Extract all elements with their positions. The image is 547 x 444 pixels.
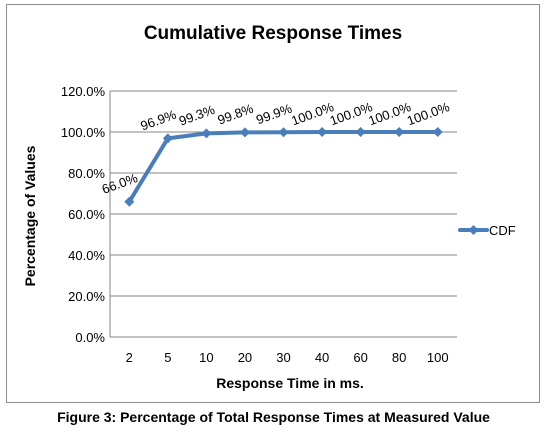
x-tick-labels: 2 5 10 20 30 40 60 80 100 [126, 350, 449, 365]
legend-label: CDF [489, 223, 516, 238]
x-tick-label: 5 [164, 350, 171, 365]
y-axis-title: Percentage of Values [22, 145, 38, 286]
data-point-marker [162, 133, 173, 144]
y-tick-label: 40.0% [68, 248, 105, 263]
series-cdf [124, 127, 443, 207]
data-point-marker [394, 127, 405, 137]
y-tick-label: 100.0% [61, 125, 106, 140]
series-line [127, 130, 440, 204]
data-point-marker [355, 127, 366, 137]
chart-frame: Cumulative Response Times 0.0% 20.0% 40.0%… [6, 4, 540, 403]
data-point-marker [317, 127, 328, 137]
y-tick-labels: 0.0% 20.0% 40.0% 60.0% 80.0% 100.0% 120.0% [61, 84, 106, 345]
x-axis-title: Response Time in ms. [216, 375, 364, 391]
y-tick-label: 20.0% [68, 289, 105, 304]
x-tick-label: 20 [238, 350, 252, 365]
data-point-marker [239, 127, 250, 138]
data-labels: 66.0%96.9%99.3%99.8%99.9%100.0%100.0%100… [100, 99, 452, 197]
y-tick-label: 0.0% [75, 330, 105, 345]
x-tick-label: 60 [353, 350, 367, 365]
x-tick-label: 100 [427, 350, 449, 365]
data-label: 99.8% [216, 101, 256, 128]
x-tick-label: 2 [126, 350, 133, 365]
x-tick-label: 30 [276, 350, 290, 365]
legend-marker-icon [468, 225, 479, 235]
data-point-marker [201, 128, 212, 139]
x-tick-label: 80 [392, 350, 406, 365]
x-tick-label: 10 [199, 350, 213, 365]
y-tick-label: 80.0% [68, 166, 105, 181]
axes [109, 91, 457, 338]
data-label: 96.9% [138, 107, 178, 134]
x-tick-label: 40 [315, 350, 329, 365]
chart-title: Cumulative Response Times [144, 23, 402, 44]
y-tick-label: 120.0% [61, 84, 106, 99]
data-label: 100.0% [405, 99, 452, 128]
legend: CDF [458, 223, 516, 238]
data-point-marker [278, 127, 289, 138]
figure-caption: Figure 3: Percentage of Total Response T… [57, 409, 490, 425]
data-point-marker [432, 127, 443, 137]
data-label: 99.3% [177, 102, 217, 129]
data-point-marker [124, 196, 135, 207]
y-tick-label: 60.0% [68, 207, 105, 222]
line-chart: Cumulative Response Times 0.0% 20.0% 40.0%… [22, 23, 516, 391]
